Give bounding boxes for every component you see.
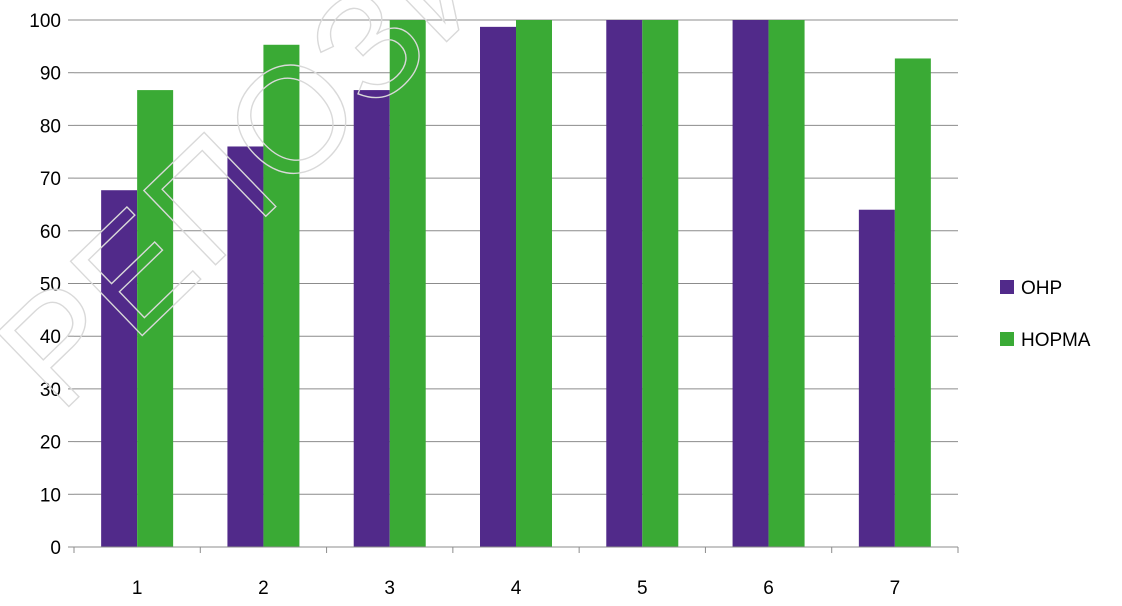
y-tick-label: 40 [40,327,61,348]
bar-series1-5 [606,20,643,547]
x-tick-label: 6 [763,578,774,599]
y-tick-label: 30 [40,380,61,401]
bar-series2-6 [768,20,805,547]
x-tick-label: 3 [384,578,395,599]
x-tick-labels: 1 2 3 4 5 6 7 [132,578,900,599]
legend: ОНР НОРМА [1000,278,1091,351]
axes [68,19,959,553]
bar-series2-7 [894,58,931,547]
y-tick-label: 0 [50,538,61,559]
legend-label: ОНР [1021,278,1062,299]
bar-series2-2 [263,44,300,547]
x-tick-label: 4 [511,578,522,599]
bars [101,20,931,548]
bar-series1-1 [101,190,138,547]
legend-swatch [1000,280,1014,294]
bar-series2-1 [137,90,174,547]
x-tick-label: 1 [132,578,143,599]
bar-series2-5 [642,20,679,547]
bar-series1-6 [732,20,769,547]
legend-swatch [1000,332,1014,346]
x-tick-label: 2 [258,578,269,599]
y-tick-labels: 0 10 20 30 40 50 60 70 80 90 100 [29,11,61,559]
bar-series2-3 [389,20,426,547]
y-tick-label: 70 [40,169,61,190]
bar-series1-4 [480,26,516,547]
x-tick-label: 7 [890,578,901,599]
bar-series2-4 [516,20,552,547]
y-tick-label: 100 [29,11,61,32]
bar-series1-2 [227,146,264,548]
y-tick-label: 80 [40,116,61,137]
y-tick-label: 20 [40,433,61,454]
legend-label: НОРМА [1021,330,1091,351]
bar-series1-3 [353,90,390,547]
y-tick-label: 10 [40,485,61,506]
y-tick-label: 50 [40,275,61,296]
y-tick-label: 90 [40,64,61,85]
x-tick-label: 5 [637,578,648,599]
y-tick-label: 60 [40,222,61,243]
bar-series1-7 [858,209,895,547]
